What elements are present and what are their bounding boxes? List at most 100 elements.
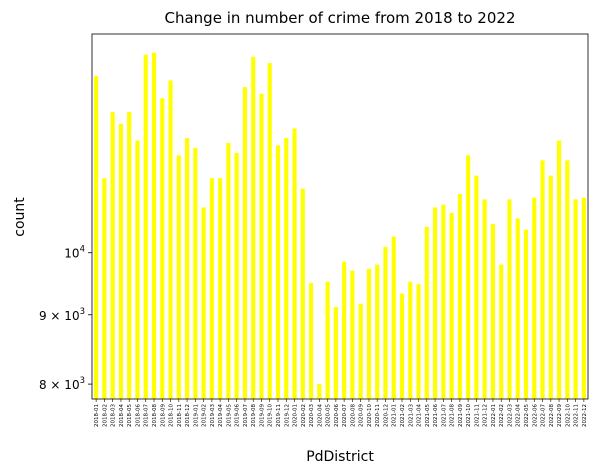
- x-tick-label-2020-07: 2020-07: [342, 404, 348, 427]
- x-tick-label-2018-02: 2018-02: [102, 404, 108, 427]
- bar-2019-12: [284, 138, 289, 399]
- x-tick-label-2022-04: 2022-04: [516, 404, 522, 427]
- y-tick-label: 104: [64, 245, 85, 261]
- x-tick-label-2018-03: 2018-03: [111, 404, 117, 427]
- y-tick-label: 9 × 103: [39, 307, 85, 323]
- x-tick-label-2020-09: 2020-09: [359, 404, 365, 427]
- y-axis-ticks: 8 × 103 9 × 103 104: [39, 245, 92, 392]
- x-axis-ticks: 2018-01 2018-02 2018-03 2018-04 2018-05 2018-…: [94, 399, 588, 427]
- bar-2020-07: [342, 261, 347, 399]
- x-tick-label-2022-12: 2022-12: [582, 404, 588, 427]
- bar-2020-02: [300, 188, 305, 399]
- bar-2018-08: [151, 52, 157, 400]
- bar-2020-04: [317, 384, 322, 399]
- bar-2021-01: [391, 236, 396, 399]
- bar-2018-11: [176, 155, 181, 399]
- bar-2021-03: [408, 281, 413, 399]
- bar-2020-08: [350, 270, 355, 399]
- bar-2018-02: [102, 178, 107, 399]
- bar-2019-01: [193, 147, 198, 399]
- bar-2018-03: [110, 112, 115, 399]
- bar-2019-07: [242, 87, 247, 399]
- x-tick-label-2019-06: 2019-06: [235, 404, 241, 427]
- x-tick-label-2018-08: 2018-08: [152, 404, 158, 427]
- x-tick-label-2022-03: 2022-03: [507, 404, 513, 427]
- x-axis-label: PdDistrict: [306, 449, 374, 465]
- x-tick-label-2018-09: 2018-09: [160, 404, 166, 427]
- bar-2022-10: [565, 160, 570, 399]
- bar-2019-02: [201, 207, 206, 399]
- x-tick-label-2020-11: 2020-11: [375, 404, 381, 427]
- x-tick-label-2020-05: 2020-05: [326, 404, 332, 427]
- bar-2022-11: [573, 199, 578, 399]
- x-tick-label-2022-01: 2022-01: [491, 404, 497, 427]
- bar-2019-10: [267, 63, 272, 399]
- plot-area-frame: [91, 33, 589, 400]
- chart-title: Change in number of crime from 2018 to 2…: [165, 9, 516, 27]
- bar-2021-09: [457, 193, 462, 399]
- x-tick-label-2018-10: 2018-10: [169, 404, 175, 427]
- x-tick-label-2018-06: 2018-06: [135, 404, 141, 427]
- bar-2018-06: [135, 140, 140, 399]
- bar-2020-11: [375, 264, 380, 399]
- bar-2021-05: [424, 226, 429, 399]
- x-tick-label-2021-02: 2021-02: [400, 404, 406, 427]
- bar-2022-01: [490, 224, 495, 399]
- bar-2018-01: [94, 76, 99, 399]
- bar-2022-04: [515, 218, 520, 399]
- x-tick-label-2021-05: 2021-05: [425, 404, 431, 427]
- x-tick-label-2019-12: 2019-12: [284, 404, 290, 427]
- bar-2020-06: [333, 306, 338, 399]
- x-tick-label-2022-07: 2022-07: [541, 404, 547, 427]
- x-tick-label-2021-11: 2021-11: [474, 404, 480, 427]
- x-tick-label-2022-02: 2022-02: [499, 404, 505, 427]
- x-tick-label-2019-08: 2019-08: [251, 404, 257, 427]
- x-tick-label-2019-09: 2019-09: [259, 404, 265, 427]
- y-tick-label: 8 × 103: [39, 376, 85, 392]
- x-tick-label-2021-01: 2021-01: [392, 404, 398, 427]
- x-tick-label-2022-10: 2022-10: [565, 404, 571, 427]
- bar-2022-06: [532, 197, 537, 399]
- bar-2018-07: [143, 54, 148, 399]
- x-tick-label-2018-12: 2018-12: [185, 404, 191, 427]
- x-tick-label-2020-10: 2020-10: [367, 404, 373, 427]
- x-tick-label-2021-04: 2021-04: [417, 404, 423, 427]
- bar-2021-12: [482, 199, 487, 399]
- bar-2018-04: [118, 123, 123, 399]
- bar-2019-11: [275, 145, 281, 399]
- x-tick-label-2021-06: 2021-06: [433, 404, 439, 427]
- x-tick-label-2019-03: 2019-03: [210, 404, 216, 427]
- bar-2018-05: [127, 112, 132, 399]
- x-tick-label-2022-05: 2022-05: [524, 404, 530, 427]
- bar-2022-07: [540, 160, 545, 399]
- x-tick-label-2018-11: 2018-11: [177, 404, 183, 427]
- bar-2020-01: [292, 128, 297, 400]
- x-tick-label-2022-09: 2022-09: [557, 404, 563, 427]
- bar-2021-02: [399, 293, 405, 399]
- bar-2020-10: [366, 268, 371, 399]
- x-tick-label-2021-07: 2021-07: [441, 404, 447, 427]
- x-tick-label-2021-09: 2021-09: [458, 404, 464, 427]
- x-tick-label-2020-12: 2020-12: [383, 404, 389, 427]
- bar-2022-12: [581, 197, 586, 399]
- bar-2021-10: [466, 155, 471, 399]
- bar-2022-03: [507, 199, 512, 399]
- bar-2020-09: [358, 303, 363, 399]
- bar-2020-12: [383, 246, 388, 399]
- x-tick-label-2022-06: 2022-06: [532, 404, 538, 427]
- bar-2022-02: [499, 264, 504, 399]
- x-tick-label-2019-01: 2019-01: [193, 404, 199, 427]
- x-tick-label-2018-04: 2018-04: [119, 404, 125, 427]
- bar-2019-03: [209, 178, 214, 399]
- x-tick-label-2019-05: 2019-05: [226, 404, 232, 427]
- bar-2021-04: [416, 284, 421, 399]
- bar-2018-09: [160, 98, 165, 399]
- x-tick-label-2018-01: 2018-01: [94, 404, 100, 427]
- x-tick-label-2021-08: 2021-08: [450, 404, 456, 427]
- bar-2019-04: [218, 178, 223, 399]
- bars-group: [94, 52, 586, 400]
- x-tick-label-2020-08: 2020-08: [350, 404, 356, 427]
- x-tick-label-2019-07: 2019-07: [243, 404, 249, 427]
- x-tick-label-2019-04: 2019-04: [218, 404, 224, 427]
